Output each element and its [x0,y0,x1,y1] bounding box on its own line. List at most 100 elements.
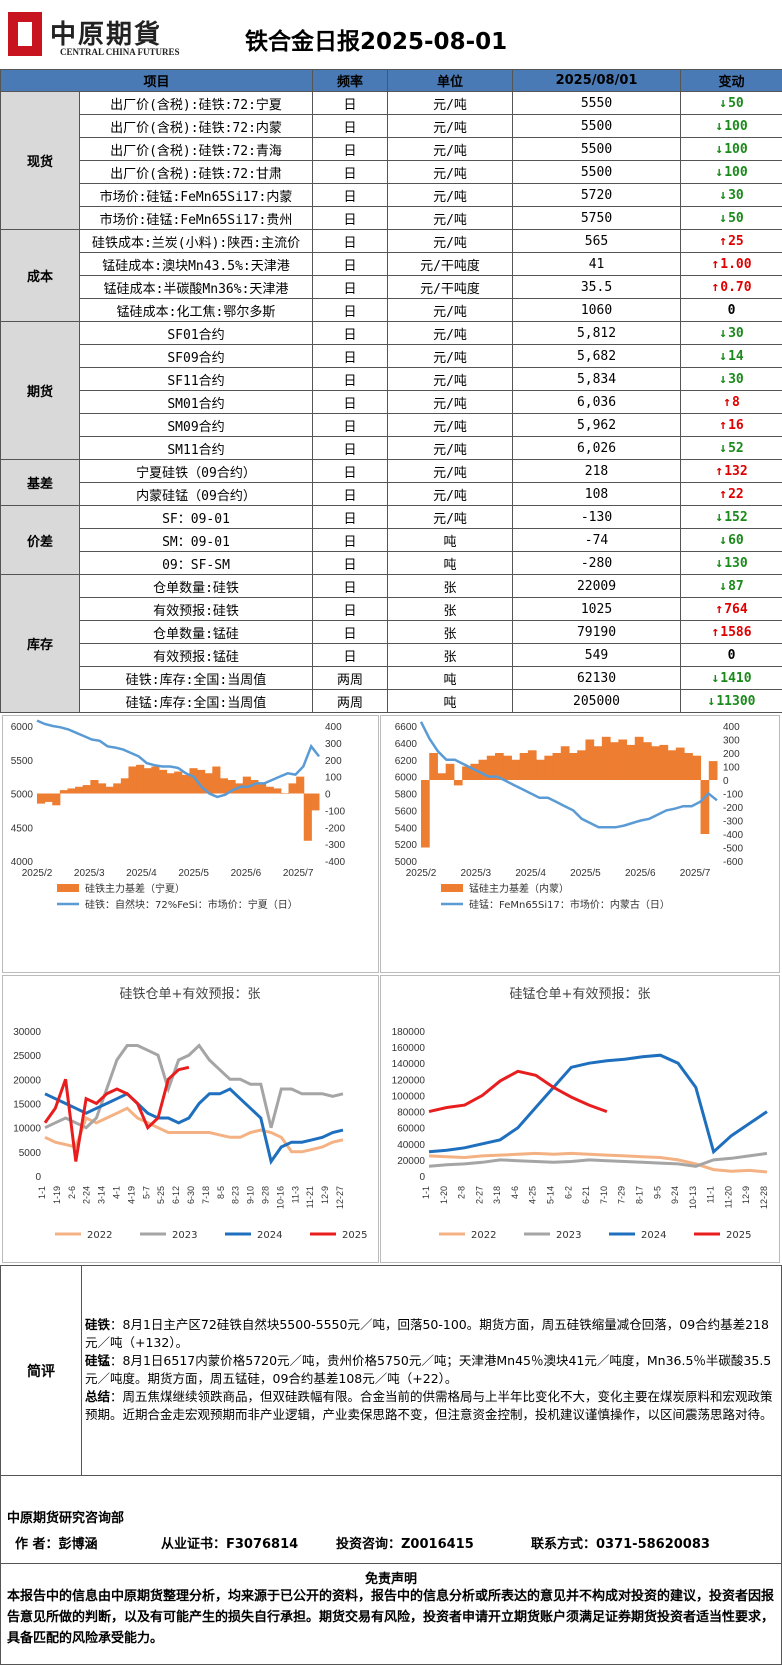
y2-tick-label: -500 [723,844,743,855]
basis-bar [128,767,136,794]
y2-tick-label: -600 [723,857,743,868]
basis-bar [258,783,266,793]
cell-value: 5500 [513,115,681,138]
legend-area-label: 硅铁主力基差（宁夏） [85,882,185,895]
x-tick-label: 6-30 [186,1186,196,1204]
x-tick-label: 8-17 [634,1186,644,1204]
change-value: 30 [728,326,744,341]
cell-value: 205000 [513,690,681,713]
commentary-summary-text: ：周五焦煤继续领跌商品，但双硅跌幅有限。合金当前的供需格局与上半年比变化不大，变… [85,1389,773,1422]
cell-unit: 元/吨 [388,299,513,322]
x-tick-label: 5-25 [156,1186,166,1204]
company-logo [8,12,42,56]
cell-item: 有效预报:硅铁 [80,598,313,621]
legend-area-swatch [441,884,463,892]
x-tick-label: 9-10 [246,1186,256,1204]
cell-value: 108 [513,483,681,506]
x-tick-label: 1-20 [439,1186,449,1204]
cell-item: SM01合约 [80,391,313,414]
cell-value: 5,812 [513,322,681,345]
cell-frequency: 日 [313,230,388,253]
y-tick-label: 6600 [395,722,418,733]
x-tick-label: 2025/3 [461,868,492,879]
arrow-down-icon: ↓ [708,694,716,709]
basis-bar [643,742,652,780]
y2-tick-label: 200 [325,756,342,767]
arrow-up-icon: ↑ [719,418,727,433]
y2-tick-label: 200 [723,749,740,760]
basis-bar [676,748,685,780]
cell-value: 5750 [513,207,681,230]
basis-bar [121,778,129,793]
cell-frequency: 日 [313,460,388,483]
legend-label-2025: 2025 [726,1230,751,1241]
cell-unit: 元/吨 [388,322,513,345]
cell-item: 出厂价(含税):硅铁:72:内蒙 [80,115,313,138]
basis-bar [610,742,619,780]
table-header-row: 项目 频率 单位 2025/08/01 变动 [1,70,782,92]
arrow-down-icon: ↓ [719,372,727,387]
arrow-down-icon: ↓ [719,211,727,226]
cell-unit: 元/吨 [388,161,513,184]
x-tick-label: 9-5 [652,1186,662,1199]
change-value: 1.00 [720,257,751,272]
cell-value: 5,962 [513,414,681,437]
basis-bar [511,760,520,780]
basis-bar [167,773,175,793]
basis-bar [659,745,668,780]
basis-bar [577,750,586,780]
chart-sm-warrants-svg: 硅锰仓单+有效预报：张02000040000600008000010000012… [381,976,779,1262]
change-value: 30 [728,188,744,203]
x-tick-label: 7-10 [599,1186,609,1204]
basis-bar [569,753,578,780]
arrow-down-icon: ↓ [719,441,727,456]
x-tick-label: 8-23 [231,1186,241,1204]
basis-bar [684,753,693,780]
x-tick-label: 5-7 [141,1186,151,1199]
cell-item: 锰硅成本:半碳酸Mn36%:天津港 [80,276,313,299]
x-tick-label: 12-28 [759,1186,769,1209]
data-table: 项目 频率 单位 2025/08/01 变动 现货出厂价(含税):硅铁:72:宁… [0,69,782,713]
y-tick-label: 5000 [11,790,34,801]
chart-title: 硅锰仓单+有效预报：张 [510,987,651,1002]
x-tick-label: 2025/5 [178,868,209,879]
cell-change: ↓130 [681,552,782,575]
arrow-down-icon: ↓ [715,119,723,134]
cell-item: 硅铁:库存:全国:当周值 [80,667,313,690]
change-value: 132 [724,464,747,479]
cell-item: SF：09-01 [80,506,313,529]
cell-item: 内蒙硅锰（09合约） [80,483,313,506]
cell-item: 宁夏硅铁（09合约） [80,460,313,483]
cell-value: 79190 [513,621,681,644]
cell-item: SM09合约 [80,414,313,437]
group-label: 现货 [1,92,80,230]
y-tick-label: 5000 [19,1148,42,1159]
cell-unit: 元/吨 [388,92,513,115]
commentary-summary-title: 总结 [85,1389,110,1404]
y2-tick-label: -200 [325,823,345,834]
y-tick-label: 20000 [397,1156,425,1167]
cell-change: ↑764 [681,598,782,621]
cell-unit: 元/吨 [388,184,513,207]
cell-frequency: 日 [313,598,388,621]
y-tick-label: 0 [35,1172,41,1183]
x-tick-label: 2025/4 [126,868,157,879]
cell-item: 09：SF-SM [80,552,313,575]
basis-bar [536,760,545,780]
basis-bar [585,740,594,781]
cell-frequency: 日 [313,138,388,161]
col-header-date: 2025/08/01 [513,70,681,92]
commentary-sm: 硅锰：8月1日6517内蒙价格5720元／吨，贵州价格5750元／吨；天津港Mn… [85,1352,779,1388]
y-tick-label: 25000 [13,1051,41,1062]
brand-name: 中原期貨 [50,14,162,51]
cell-unit: 元/吨 [388,460,513,483]
x-tick-label: 2-27 [474,1186,484,1204]
y-tick-label: 120000 [392,1075,426,1086]
y2-tick-label: -400 [325,857,345,868]
cell-item: SM11合约 [80,437,313,460]
commentary-sf: 硅铁：8月1日主产区72硅铁自然块5500-5550元／吨，回落50-100。期… [85,1316,779,1352]
